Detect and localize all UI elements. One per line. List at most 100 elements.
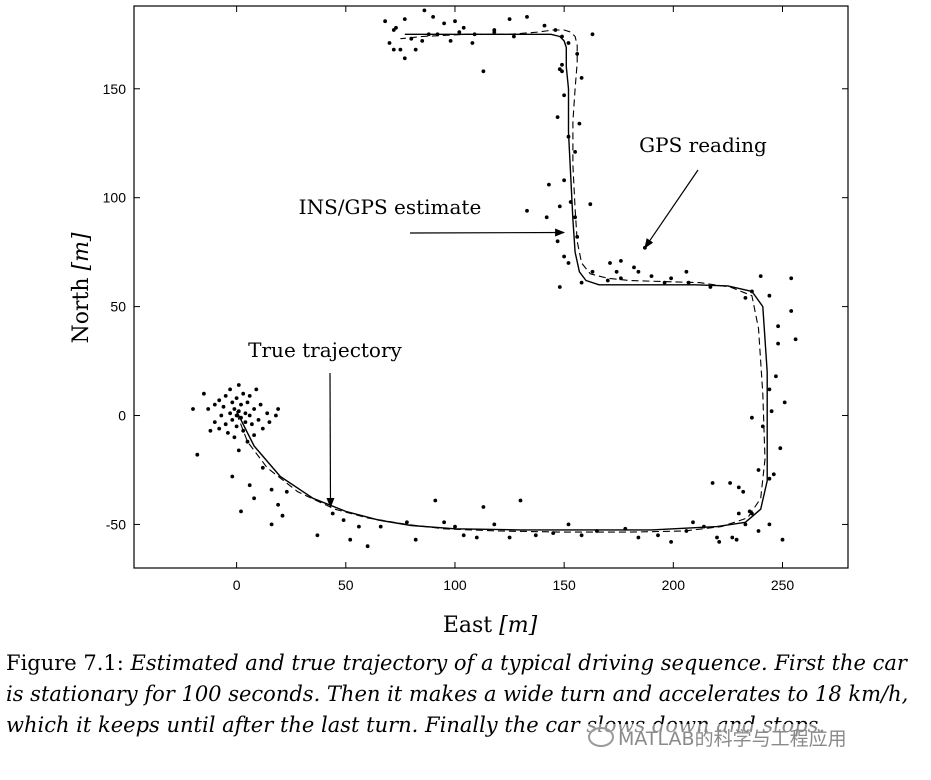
gps-point [756, 468, 761, 472]
gps-point [453, 19, 457, 24]
gps-point [560, 34, 564, 39]
x-axis-label: East [m] [443, 613, 538, 638]
gps-point [236, 448, 241, 453]
gps-point [776, 341, 780, 346]
gps-point [245, 400, 250, 405]
gps-point [767, 476, 772, 481]
wechat-icon [588, 727, 614, 747]
gps-point [750, 289, 754, 294]
gps-point [555, 115, 560, 119]
gps-point [442, 21, 446, 26]
gps-point [219, 413, 224, 418]
gps-point [232, 407, 237, 411]
gps-point [769, 409, 774, 414]
watermark: MATLAB的科学与工程应用 [586, 724, 849, 751]
gps-point [562, 178, 566, 183]
gps-point [566, 522, 571, 527]
gps-point [789, 309, 794, 313]
gps-point [557, 204, 562, 209]
gps-point [577, 121, 582, 126]
gps-point [743, 296, 748, 300]
gps-point [232, 435, 237, 440]
gps-point [717, 540, 722, 544]
trajectory-chart: 0 50 100 150 200 250 -50 0 50 100 150 GPS reading I… [69, 5, 849, 638]
gps-point [461, 25, 466, 30]
gps-point [457, 30, 462, 34]
gps-point [684, 269, 689, 274]
gps-point [736, 485, 741, 490]
gps-point [715, 535, 719, 540]
gps-point [590, 32, 595, 37]
gps-point [555, 239, 560, 244]
gps-point [619, 276, 623, 281]
gps-point [250, 422, 254, 427]
gps-point [632, 265, 636, 270]
figure-caption: Figure 7.1: Estimated and true trajector… [6, 648, 924, 741]
gps-point [442, 520, 446, 525]
gps-point [518, 498, 523, 503]
gps-point [579, 280, 584, 285]
gps-point [236, 409, 241, 414]
gps-point [230, 474, 235, 479]
x-tick-label: 50 [338, 577, 354, 593]
gps-point [234, 424, 239, 429]
gps-point [560, 62, 564, 67]
gps-point [435, 32, 440, 37]
gps-point [223, 422, 228, 427]
gps-point [614, 269, 619, 274]
gps-point [206, 407, 211, 411]
gps-point [547, 182, 551, 187]
gps-point [760, 424, 765, 429]
gps-point [568, 200, 573, 204]
y-tick-label: -50 [106, 516, 126, 532]
gps-point [260, 426, 265, 431]
gps-point [778, 446, 783, 451]
gps-point [649, 274, 654, 278]
gps-point [247, 413, 252, 418]
gps-point [398, 47, 403, 52]
gps-point [387, 41, 392, 45]
gps-point [426, 32, 431, 37]
gps-point [734, 537, 739, 542]
gps-point [239, 415, 243, 420]
gps-point [579, 76, 584, 80]
x-tick-label: 200 [662, 577, 686, 593]
gps-point [431, 15, 435, 19]
caption-text: Estimated and true trajectory of a typic… [6, 651, 909, 737]
gps-point [228, 411, 233, 416]
gps-point [544, 215, 549, 220]
caption-label: Figure 7.1: [6, 651, 131, 675]
gps-point [573, 215, 577, 220]
gps-point [669, 540, 673, 544]
gps-point [221, 404, 226, 409]
gps-point [422, 8, 427, 13]
annotation-arrow [326, 372, 335, 508]
gps-point [228, 387, 233, 392]
gps-point [230, 400, 235, 405]
gps-point [258, 402, 263, 407]
gps-point [195, 452, 200, 457]
gps-point [507, 17, 512, 21]
y-tick-label: 50 [110, 299, 126, 315]
y-axis-label: North [m] [69, 232, 94, 343]
gps-point [217, 426, 222, 431]
gps-point [252, 433, 256, 437]
gps-point [782, 400, 787, 405]
x-tick-label: 100 [443, 577, 467, 593]
gps-point [284, 489, 289, 494]
annotation-label: INS/GPS estimate [299, 195, 482, 219]
gps-point [241, 391, 246, 396]
gps-point [202, 391, 206, 396]
gps-point [256, 418, 261, 422]
gps-point [481, 505, 486, 509]
gps-point [448, 39, 453, 43]
gps-point [636, 535, 641, 540]
gps-point [481, 69, 486, 74]
gps-point [743, 522, 748, 527]
gps-point [420, 39, 425, 43]
annotation-label: GPS reading [639, 133, 767, 157]
gps-point [566, 41, 571, 45]
gps-point [226, 431, 230, 435]
gps-point [750, 511, 754, 516]
gps-point [562, 254, 566, 259]
